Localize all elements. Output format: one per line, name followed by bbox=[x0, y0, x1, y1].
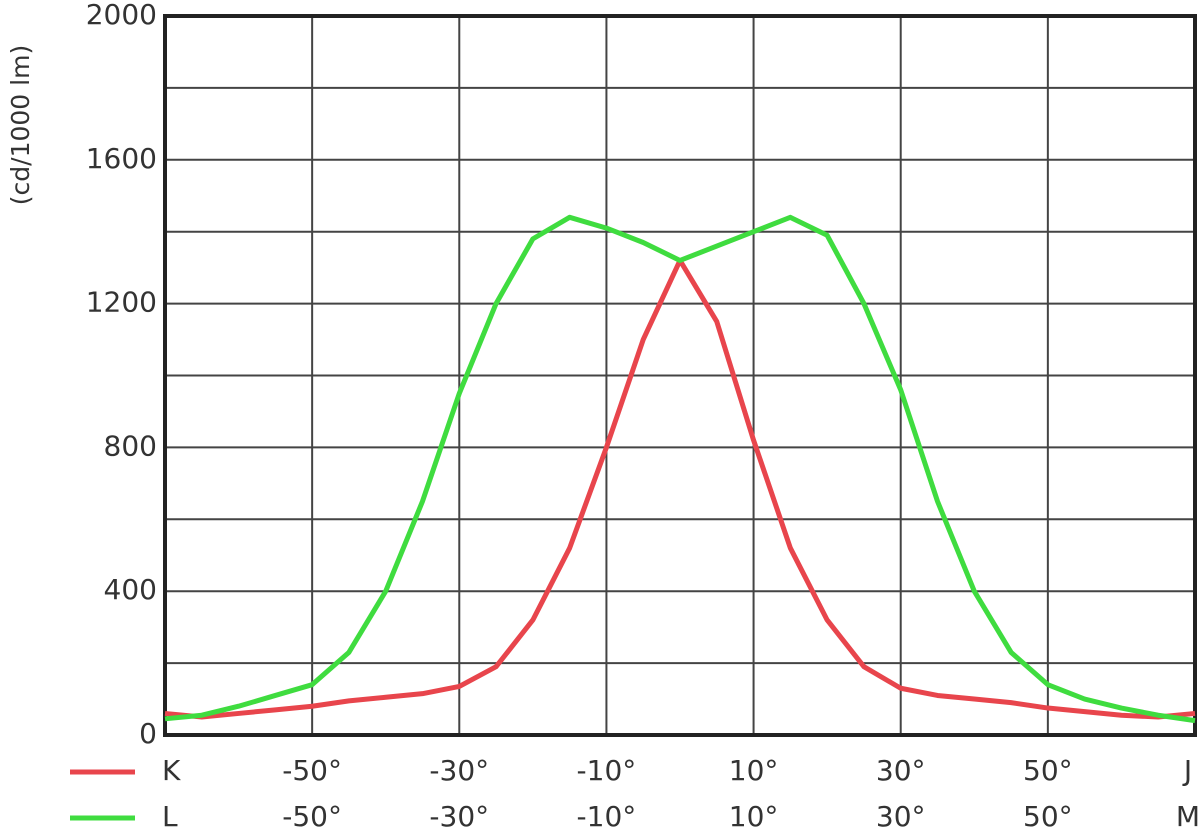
x-tick-label: 30° bbox=[876, 754, 926, 787]
y-tick-label: 800 bbox=[104, 429, 157, 462]
x-tick-label: 10° bbox=[729, 754, 779, 787]
x-tick-label: -50° bbox=[282, 800, 342, 833]
y-tick-label: 1600 bbox=[86, 142, 157, 175]
y-tick-label: 0 bbox=[139, 717, 157, 750]
x-tick-label: 50° bbox=[1023, 800, 1073, 833]
x-tick-label: 30° bbox=[876, 800, 926, 833]
data-line bbox=[164, 257, 1196, 720]
y-tick-label: 1200 bbox=[86, 286, 157, 319]
y-tick-label: 400 bbox=[104, 573, 157, 606]
x-end-label: J bbox=[1182, 754, 1192, 787]
x-tick-label: -10° bbox=[577, 800, 637, 833]
x-tick-label: 10° bbox=[729, 800, 779, 833]
data-line bbox=[164, 214, 1196, 724]
plot-frame bbox=[163, 14, 1197, 737]
x-tick-label: -10° bbox=[577, 754, 637, 787]
x-end-label: M bbox=[1176, 800, 1200, 833]
x-tick-label: 50° bbox=[1023, 754, 1073, 787]
y-axis-label: (cd/1000 lm) bbox=[6, 45, 35, 205]
x-tick-label: -50° bbox=[282, 754, 342, 787]
x-tick-label: -30° bbox=[429, 800, 489, 833]
legend-label: K bbox=[162, 754, 181, 787]
x-tick-label: -30° bbox=[429, 754, 489, 787]
y-tick-label: 2000 bbox=[86, 0, 157, 31]
legend-label: L bbox=[162, 800, 178, 833]
